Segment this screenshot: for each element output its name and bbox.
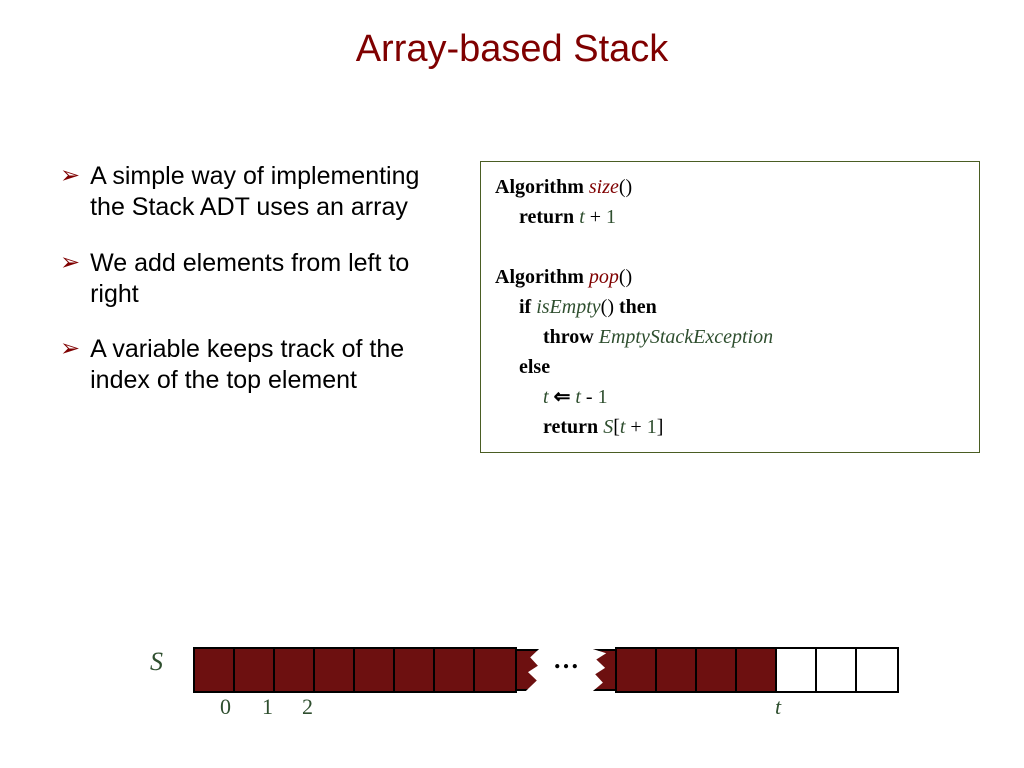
array-cell (777, 649, 817, 691)
array-cell (657, 649, 697, 691)
bullet-arrow-icon: ➢ (60, 334, 80, 364)
array-cell (435, 649, 475, 691)
array-cell (617, 649, 657, 691)
bullet-item: ➢ A variable keeps track of the index of… (40, 334, 450, 397)
array-diagram: S … (150, 647, 899, 693)
algorithm-box: Algorithm size()return t + 1 Algorithm p… (480, 161, 980, 453)
index-label-t: t (775, 694, 781, 720)
array-cell (857, 649, 897, 691)
array-cell (697, 649, 737, 691)
array-cell (315, 649, 355, 691)
bullet-text: A simple way of implementing the Stack A… (90, 161, 450, 224)
array-cell (355, 649, 395, 691)
bullet-item: ➢ A simple way of implementing the Stack… (40, 161, 450, 224)
index-label-1: 1 (262, 694, 273, 720)
algo-line: return S[t + 1] (495, 412, 965, 442)
bullet-text: We add elements from left to right (90, 248, 450, 311)
algo-line: Algorithm pop() (495, 262, 965, 292)
slide-title: Array-based Stack (0, 0, 1024, 71)
bullet-text: A variable keeps track of the index of t… (90, 334, 450, 397)
algo-line: Algorithm size() (495, 172, 965, 202)
array-cell (235, 649, 275, 691)
algorithm-column: Algorithm size()return t + 1 Algorithm p… (480, 161, 980, 453)
array-cell (817, 649, 857, 691)
algo-line: return t + 1 (495, 202, 965, 232)
array-cell (195, 649, 235, 691)
bullet-arrow-icon: ➢ (60, 161, 80, 191)
array-cell (475, 649, 515, 691)
bullet-item: ➢ We add elements from left to right (40, 248, 450, 311)
bullet-arrow-icon: ➢ (60, 248, 80, 278)
algo-line: t ⇐ t - 1 (495, 382, 965, 412)
array-right-segment (615, 647, 899, 693)
torn-edge-right-icon (517, 649, 539, 691)
array-cell (395, 649, 435, 691)
array-cell (275, 649, 315, 691)
torn-edge-left-icon (593, 649, 615, 691)
bullet-list: ➢ A simple way of implementing the Stack… (40, 161, 450, 453)
algo-line: if isEmpty() then (495, 292, 965, 322)
ellipsis: … (539, 645, 593, 675)
content-area: ➢ A simple way of implementing the Stack… (0, 71, 1024, 453)
array-label: S (150, 647, 163, 677)
index-label-0: 0 (220, 694, 231, 720)
array-left-segment (193, 647, 517, 693)
array-cell (737, 649, 777, 691)
index-label-2: 2 (302, 694, 313, 720)
algo-line: throw EmptyStackException (495, 322, 965, 352)
algo-line: else (495, 352, 965, 382)
